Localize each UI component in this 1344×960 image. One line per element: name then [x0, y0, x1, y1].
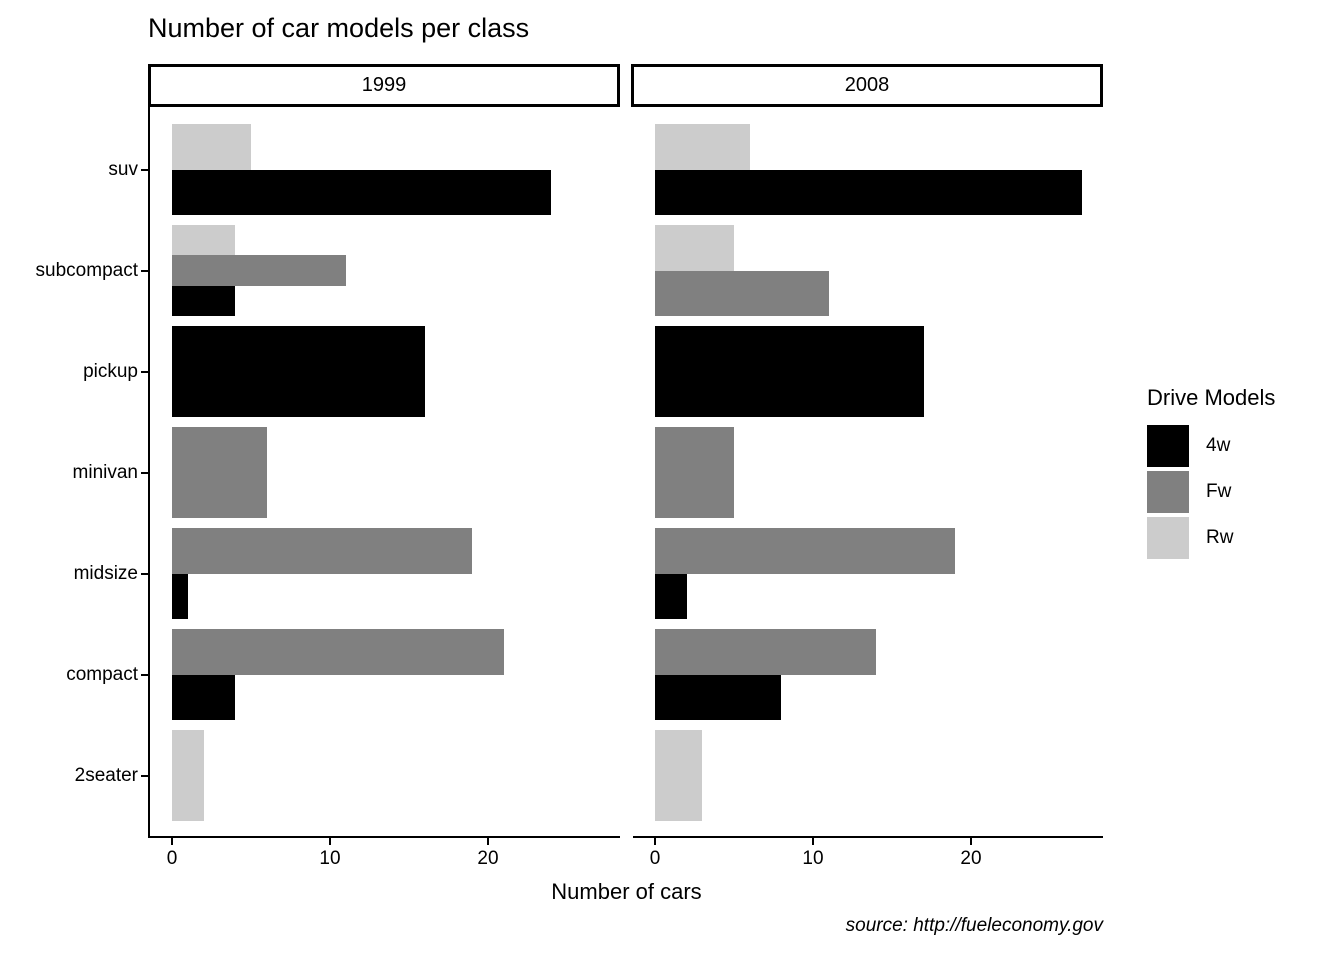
x-tick-label-10: 10 — [802, 848, 824, 869]
y-axis-line — [148, 107, 150, 838]
bar-2008-2seater-Rw — [655, 730, 703, 822]
y-tick-mark — [141, 673, 148, 676]
chart-title: Number of car models per class — [148, 13, 530, 43]
bar-2008-suv-Rw — [655, 124, 750, 170]
bar-1999-minivan-Fw — [172, 427, 267, 519]
legend-entry-Rw: Rw — [1147, 517, 1337, 559]
bar-2008-subcompact-Fw — [655, 270, 829, 317]
bar-2008-pickup-4w — [655, 326, 924, 418]
bar-2008-midsize-Fw — [655, 528, 956, 574]
bar-2008-compact-Fw — [655, 629, 877, 675]
bar-1999-compact-Fw — [172, 629, 504, 675]
bar-1999-subcompact-4w — [172, 285, 236, 317]
facet-strip-1999: 1999 — [148, 64, 620, 107]
legend-entries: 4w Fw Rw — [1147, 425, 1337, 559]
bar-1999-midsize-Fw — [172, 528, 473, 574]
y-tick-mark — [141, 774, 148, 777]
bar-2008-minivan-Fw — [655, 427, 734, 519]
x-tick-mark — [487, 838, 489, 845]
x-tick-mark — [970, 838, 972, 845]
legend: Drive Models 4w Fw Rw — [1147, 385, 1337, 563]
facet-strip-label: 2008 — [844, 74, 890, 96]
legend-swatch-Rw — [1147, 517, 1189, 559]
bar-1999-2seater-Rw — [172, 730, 204, 822]
y-tick-mark — [141, 168, 148, 171]
legend-entry-4w: 4w — [1147, 425, 1337, 467]
bar-1999-subcompact-Rw — [172, 225, 236, 256]
x-tick-label-10: 10 — [319, 848, 341, 869]
x-tick-mark — [654, 838, 656, 845]
x-tick-label-0: 0 — [649, 848, 661, 869]
x-tick-mark — [171, 838, 173, 845]
x-axis-line — [633, 836, 1103, 838]
legend-label-Fw: Fw — [1206, 481, 1232, 502]
x-tick-mark — [812, 838, 814, 845]
bar-1999-midsize-4w — [172, 573, 188, 620]
y-tick-mark — [141, 370, 148, 373]
facet-panel-2008 — [633, 109, 1103, 836]
legend-label-4w: 4w — [1206, 435, 1231, 456]
bar-2008-compact-4w — [655, 674, 782, 721]
bar-2008-subcompact-Rw — [655, 225, 734, 271]
legend-swatch-Fw — [1147, 471, 1189, 513]
bar-1999-suv-Rw — [172, 124, 251, 170]
legend-entry-Fw: Fw — [1147, 471, 1337, 513]
y-tick-mark — [141, 471, 148, 474]
y-tick-label-suv: suv — [108, 158, 138, 180]
y-tick-label-compact: compact — [66, 663, 138, 685]
bar-1999-pickup-4w — [172, 326, 425, 418]
y-tick-label-pickup: pickup — [83, 360, 138, 382]
legend-swatch-4w — [1147, 425, 1189, 467]
y-tick-label-2seater: 2seater — [74, 764, 138, 786]
bar-1999-subcompact-Fw — [172, 255, 346, 286]
bar-1999-compact-4w — [172, 674, 236, 721]
x-tick-label-0: 0 — [166, 848, 178, 869]
legend-title: Drive Models — [1147, 385, 1276, 410]
x-axis-line — [150, 836, 620, 838]
y-tick-label-subcompact: subcompact — [35, 259, 138, 281]
y-tick-label-minivan: minivan — [72, 461, 138, 483]
x-tick-mark — [329, 838, 331, 845]
source-caption: source: http://fueleconomy.gov — [845, 915, 1103, 936]
facet-strip-label: 1999 — [361, 74, 407, 96]
x-tick-label-20: 20 — [960, 848, 982, 869]
x-axis-title: Number of cars — [551, 879, 702, 904]
y-tick-mark — [141, 572, 148, 575]
bar-2008-suv-4w — [655, 169, 1082, 216]
legend-label-Rw: Rw — [1206, 527, 1234, 548]
bar-2008-midsize-4w — [655, 573, 687, 620]
x-tick-label-20: 20 — [477, 848, 499, 869]
y-tick-label-midsize: midsize — [73, 562, 138, 584]
bar-1999-suv-4w — [172, 169, 552, 216]
facet-strip-2008: 2008 — [631, 64, 1103, 107]
facet-panel-1999 — [150, 109, 620, 836]
y-tick-mark — [141, 269, 148, 272]
